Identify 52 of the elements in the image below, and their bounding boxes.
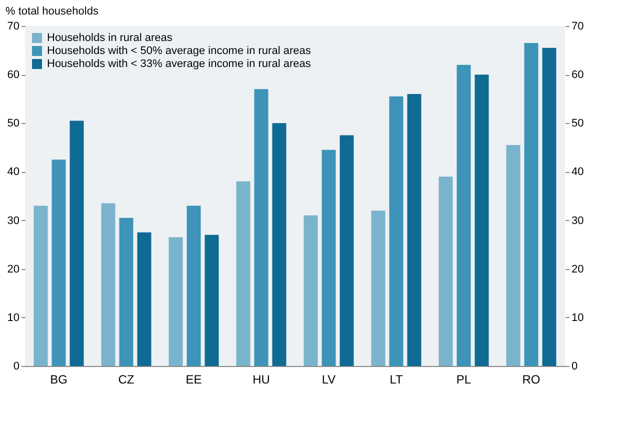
y2-tick-label: 50 bbox=[572, 118, 584, 130]
bar bbox=[456, 64, 471, 366]
y-tick-label: 0 bbox=[13, 360, 20, 372]
y2-tick-label: 30 bbox=[572, 214, 584, 227]
legend-label: Households with < 33% average income in rural areas bbox=[47, 58, 312, 70]
y-tick-label: 30 bbox=[7, 214, 20, 227]
bar bbox=[407, 94, 422, 366]
bar bbox=[119, 218, 134, 366]
bar bbox=[506, 145, 520, 366]
bar bbox=[204, 234, 219, 366]
y-tick-label: 50 bbox=[7, 118, 20, 130]
y2-tick-label: 70 bbox=[572, 20, 584, 32]
y2-tick-label: 0 bbox=[572, 360, 578, 372]
bar bbox=[389, 96, 404, 366]
bar bbox=[186, 206, 201, 366]
bar bbox=[542, 48, 556, 366]
y-axis-title: % total households bbox=[6, 6, 99, 18]
legend-label: Households in rural areas bbox=[47, 32, 173, 44]
bar bbox=[34, 206, 48, 366]
bar bbox=[371, 210, 386, 366]
x-tick-label: PL bbox=[456, 372, 472, 386]
y2-tick-label: 10 bbox=[572, 312, 584, 324]
y-tick-label: 60 bbox=[7, 69, 20, 82]
x-tick-label: HU bbox=[252, 372, 270, 386]
x-tick-label: LT bbox=[390, 372, 404, 386]
bar bbox=[524, 43, 538, 366]
x-tick-label: RO bbox=[522, 372, 540, 386]
y-tick-label: 70 bbox=[7, 20, 20, 32]
bar bbox=[322, 150, 336, 366]
y-tick-label: 10 bbox=[7, 312, 20, 324]
x-tick-label: EE bbox=[186, 372, 202, 386]
x-tick-label: CZ bbox=[118, 372, 134, 386]
bar bbox=[438, 176, 453, 366]
y2-tick-label: 40 bbox=[572, 166, 584, 178]
bar bbox=[101, 203, 116, 366]
bar bbox=[137, 232, 152, 366]
x-tick-label: LV bbox=[322, 372, 336, 386]
y2-tick-label: 20 bbox=[572, 263, 584, 276]
bar bbox=[70, 120, 84, 366]
bar bbox=[340, 135, 354, 366]
y-tick-label: 40 bbox=[7, 166, 20, 178]
bar bbox=[168, 237, 183, 366]
bar bbox=[52, 160, 66, 366]
bar bbox=[254, 89, 268, 366]
x-tick-label: BG bbox=[50, 372, 68, 386]
bar bbox=[474, 74, 489, 366]
y-tick-label: 20 bbox=[7, 263, 20, 276]
y2-tick-label: 60 bbox=[572, 69, 584, 82]
bar bbox=[272, 123, 286, 366]
bar bbox=[304, 215, 318, 366]
legend-label: Households with < 50% average income in rural areas bbox=[47, 45, 312, 57]
bar bbox=[236, 181, 250, 366]
